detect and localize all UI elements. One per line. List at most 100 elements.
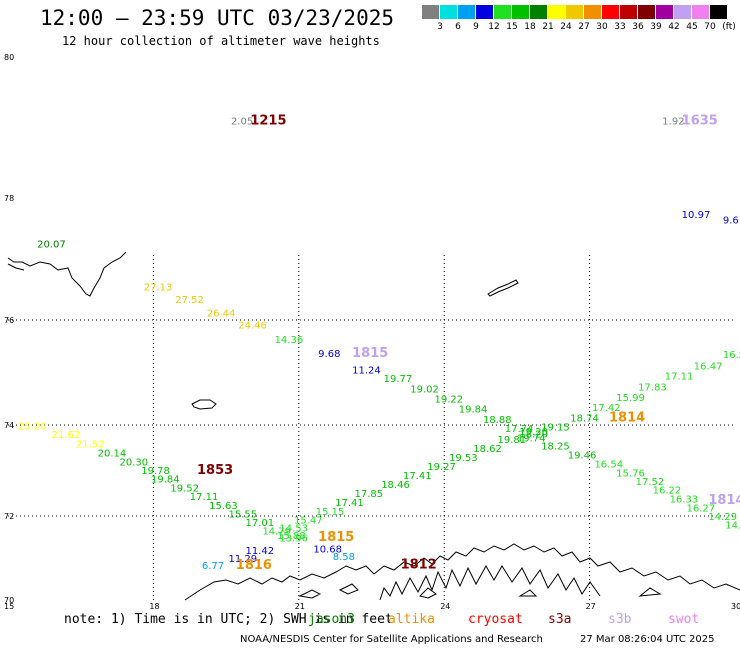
pass-time-label: 1815 [318, 530, 354, 545]
legend-swatch [476, 5, 493, 19]
lon-tick-label: 27 [586, 602, 596, 611]
satellite-legend-s3b: s3b [608, 612, 632, 627]
wave-height-label: 14.29 [708, 512, 737, 523]
legend-label: 27 [578, 22, 590, 32]
legend-label: 9 [473, 22, 479, 32]
legend-swatch [710, 5, 727, 19]
norway-coast [184, 543, 740, 601]
wave-height-label: 9.68 [318, 349, 340, 360]
wave-height-label: 18.20 [519, 430, 548, 441]
legend-swatch [602, 5, 619, 19]
wave-height-label: 19.77 [384, 374, 413, 385]
wave-height-label: 2.05 [231, 117, 253, 128]
legend-label: 42 [668, 22, 680, 32]
hopen-island [487, 279, 519, 297]
chart-subtitle: 12 hour collection of altimeter wave hei… [62, 34, 380, 48]
legend-swatch [440, 5, 457, 19]
note-row: note: 1) Time is in UTC; 2) SWH is in fe… [0, 612, 740, 632]
legend-swatch [584, 5, 601, 19]
satellite-legend-cryosat: cryosat [468, 612, 523, 627]
lat-tick-label: 80 [4, 53, 14, 62]
wave-height-label: 17.42 [592, 403, 621, 414]
legend-swatch [620, 5, 637, 19]
legend-label: 15 [506, 22, 518, 32]
pass-time-label: 1814 [609, 410, 645, 425]
wave-height-label: 19.02 [410, 384, 439, 395]
wave-height-label: 10.68 [313, 545, 342, 556]
wave-height-label: 19.52 [170, 483, 199, 494]
legend-label: 3 [437, 22, 443, 32]
lat-tick-label: 72 [4, 512, 14, 521]
wave-height-label: 19.81 [498, 435, 527, 446]
wave-height-label: 19.27 [427, 462, 456, 473]
wave-height-label: 17.52 [636, 477, 665, 488]
wave-height-label: 16.5 [723, 350, 740, 361]
lon-tick-label: 24 [440, 602, 450, 611]
wave-height-label: 11.29 [229, 554, 258, 565]
wave-height-label: 18.88 [483, 415, 512, 426]
wave-height-label: 16.47 [694, 361, 723, 372]
legend-label: 33 [614, 22, 626, 32]
wave-height-label: 19.46 [568, 451, 597, 462]
svalbard-coast-2 [7, 263, 25, 271]
legend-swatch [422, 5, 439, 19]
wave-height-label: 17.11 [665, 371, 694, 382]
lat-lon-grid [8, 255, 735, 600]
legend-label: 12 [488, 22, 500, 32]
wave-height-label: 27.13 [144, 283, 173, 294]
wave-height-label: 15.76 [616, 468, 645, 479]
legend-label: 21 [542, 22, 554, 32]
legend-swatch [566, 5, 583, 19]
wave-height-label: 16.33 [670, 494, 699, 505]
legend-label: 24 [560, 22, 572, 32]
wave-height-label: 9.61 [723, 216, 740, 227]
chart-title: 12:00 – 23:59 UTC 03/23/2025 [40, 6, 395, 30]
wave-height-label: 8.58 [333, 552, 355, 563]
wave-height-label: 1.92 [662, 117, 684, 128]
wave-height-label: 18.46 [381, 480, 410, 491]
wave-height-label: 16.27 [687, 503, 716, 514]
satellite-legend-swot: swot [668, 612, 700, 627]
color-legend: 3 6 9 12 15 18 21 24 27 30 33 36 39 42 45 70 (ft) [422, 5, 736, 35]
wave-height-label: 18.62 [473, 444, 502, 455]
lat-tick-label: 74 [4, 421, 14, 430]
wave-height-label: 10.97 [682, 210, 711, 221]
legend-swatch [638, 5, 655, 19]
pass-time-label: 1814 [708, 493, 740, 508]
wave-height-label: 6.77 [202, 561, 224, 572]
wave-height-label: 15.47 [294, 516, 323, 527]
wave-height-label: 25.20 [18, 422, 47, 433]
svalbard-coast [7, 251, 127, 297]
wave-height-label: 14. [725, 521, 740, 532]
wave-height-label: 20.07 [37, 239, 66, 250]
legend-swatch [548, 5, 565, 19]
lat-tick-label: 78 [4, 194, 14, 203]
wave-height-label: 20.14 [98, 448, 127, 459]
wave-height-label: 16.54 [594, 459, 623, 470]
wave-height-label: 17.85 [355, 489, 384, 500]
pass-time-label: 1635 [682, 114, 718, 129]
wave-height-label: 27.52 [175, 295, 204, 306]
lon-tick-label: 15 [4, 602, 14, 611]
wave-height-label: 15.55 [229, 510, 258, 521]
norway-fjords [379, 564, 601, 601]
lon-tick-label: 18 [149, 602, 159, 611]
legend-swatch [494, 5, 511, 19]
wave-height-label: 20.30 [119, 457, 148, 468]
legend-label: 18 [524, 22, 536, 32]
lon-tick-label: 21 [295, 602, 305, 611]
legend-label: 39 [650, 22, 662, 32]
wave-height-label: 21.62 [52, 430, 81, 441]
coastlines [7, 251, 740, 601]
wave-height-label: 14.79 [262, 526, 291, 537]
legend-swatch [512, 5, 529, 19]
wave-height-label: 13.96 [279, 534, 308, 545]
wave-height-label: 19.15 [541, 422, 570, 433]
wave-height-label: 11.24 [352, 366, 381, 377]
wave-height-label: 14.36 [275, 335, 304, 346]
lat-tick-label: 70 [4, 596, 14, 605]
pass-time-label: 1815 [352, 346, 388, 361]
wave-height-label: 19.74 [517, 433, 546, 444]
legend-swatch [530, 5, 547, 19]
